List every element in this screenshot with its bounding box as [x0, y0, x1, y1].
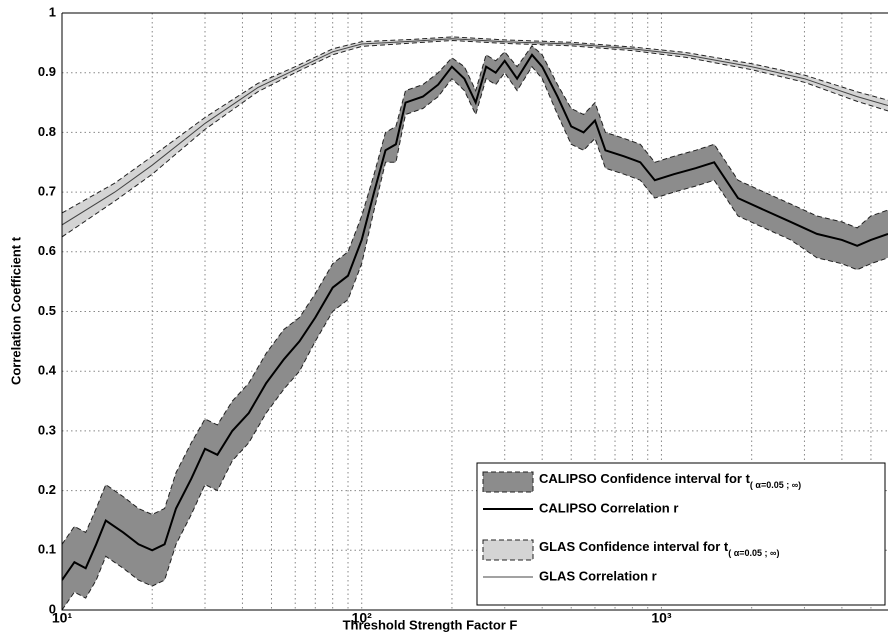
y-axis-title: Correlation Coefficient t: [8, 236, 23, 385]
x-tick-label: 10²: [352, 610, 373, 626]
y-tick-label: 0.2: [38, 482, 56, 497]
legend-label-subscript: ( α=0.05 ; ∞): [728, 548, 779, 558]
x-axis-title: Threshold Strength Factor F: [343, 617, 518, 632]
plot-area: [62, 36, 888, 610]
y-tick-label: 0.6: [38, 243, 56, 258]
y-tick-label: 0.9: [38, 64, 56, 79]
y-tick-label: 0.8: [38, 124, 56, 139]
y-tick-label: 1: [49, 4, 56, 19]
y-tick-label: 0.3: [38, 422, 56, 437]
x-tick-label: 10³: [651, 610, 672, 626]
line: [62, 38, 888, 226]
legend-label: CALIPSO Correlation r: [539, 500, 678, 515]
legend-box: [476, 462, 886, 606]
y-tick-label: 0.7: [38, 184, 56, 199]
legend-label: GLAS Confidence interval for t( α=0.05 ;…: [539, 539, 779, 558]
y-tick-label: 0.5: [38, 303, 56, 318]
y-tick-label: 0.4: [38, 363, 57, 378]
legend-label: CALIPSO Confidence interval for t( α=0.0…: [539, 471, 801, 490]
legend-label-subscript: ( α=0.05 ; ∞): [750, 480, 801, 490]
x-tick-label: 10¹: [52, 610, 73, 626]
band-edge: [62, 65, 888, 610]
y-tick-label: 0.1: [38, 542, 56, 557]
confidence-band: [62, 45, 888, 610]
legend-label: GLAS Correlation r: [539, 568, 657, 583]
band-edge: [62, 36, 888, 214]
legend-swatch: [482, 471, 534, 493]
line: [62, 53, 888, 581]
legend-swatch: [482, 539, 534, 561]
legend-label-main: GLAS Confidence interval for t: [539, 539, 729, 554]
legend: CALIPSO Confidence interval for t( α=0.0…: [476, 462, 886, 606]
axes-frame: [61, 12, 888, 611]
y-tick-label: 0: [49, 601, 56, 616]
legend-label-main: CALIPSO Confidence interval for t: [539, 471, 751, 486]
